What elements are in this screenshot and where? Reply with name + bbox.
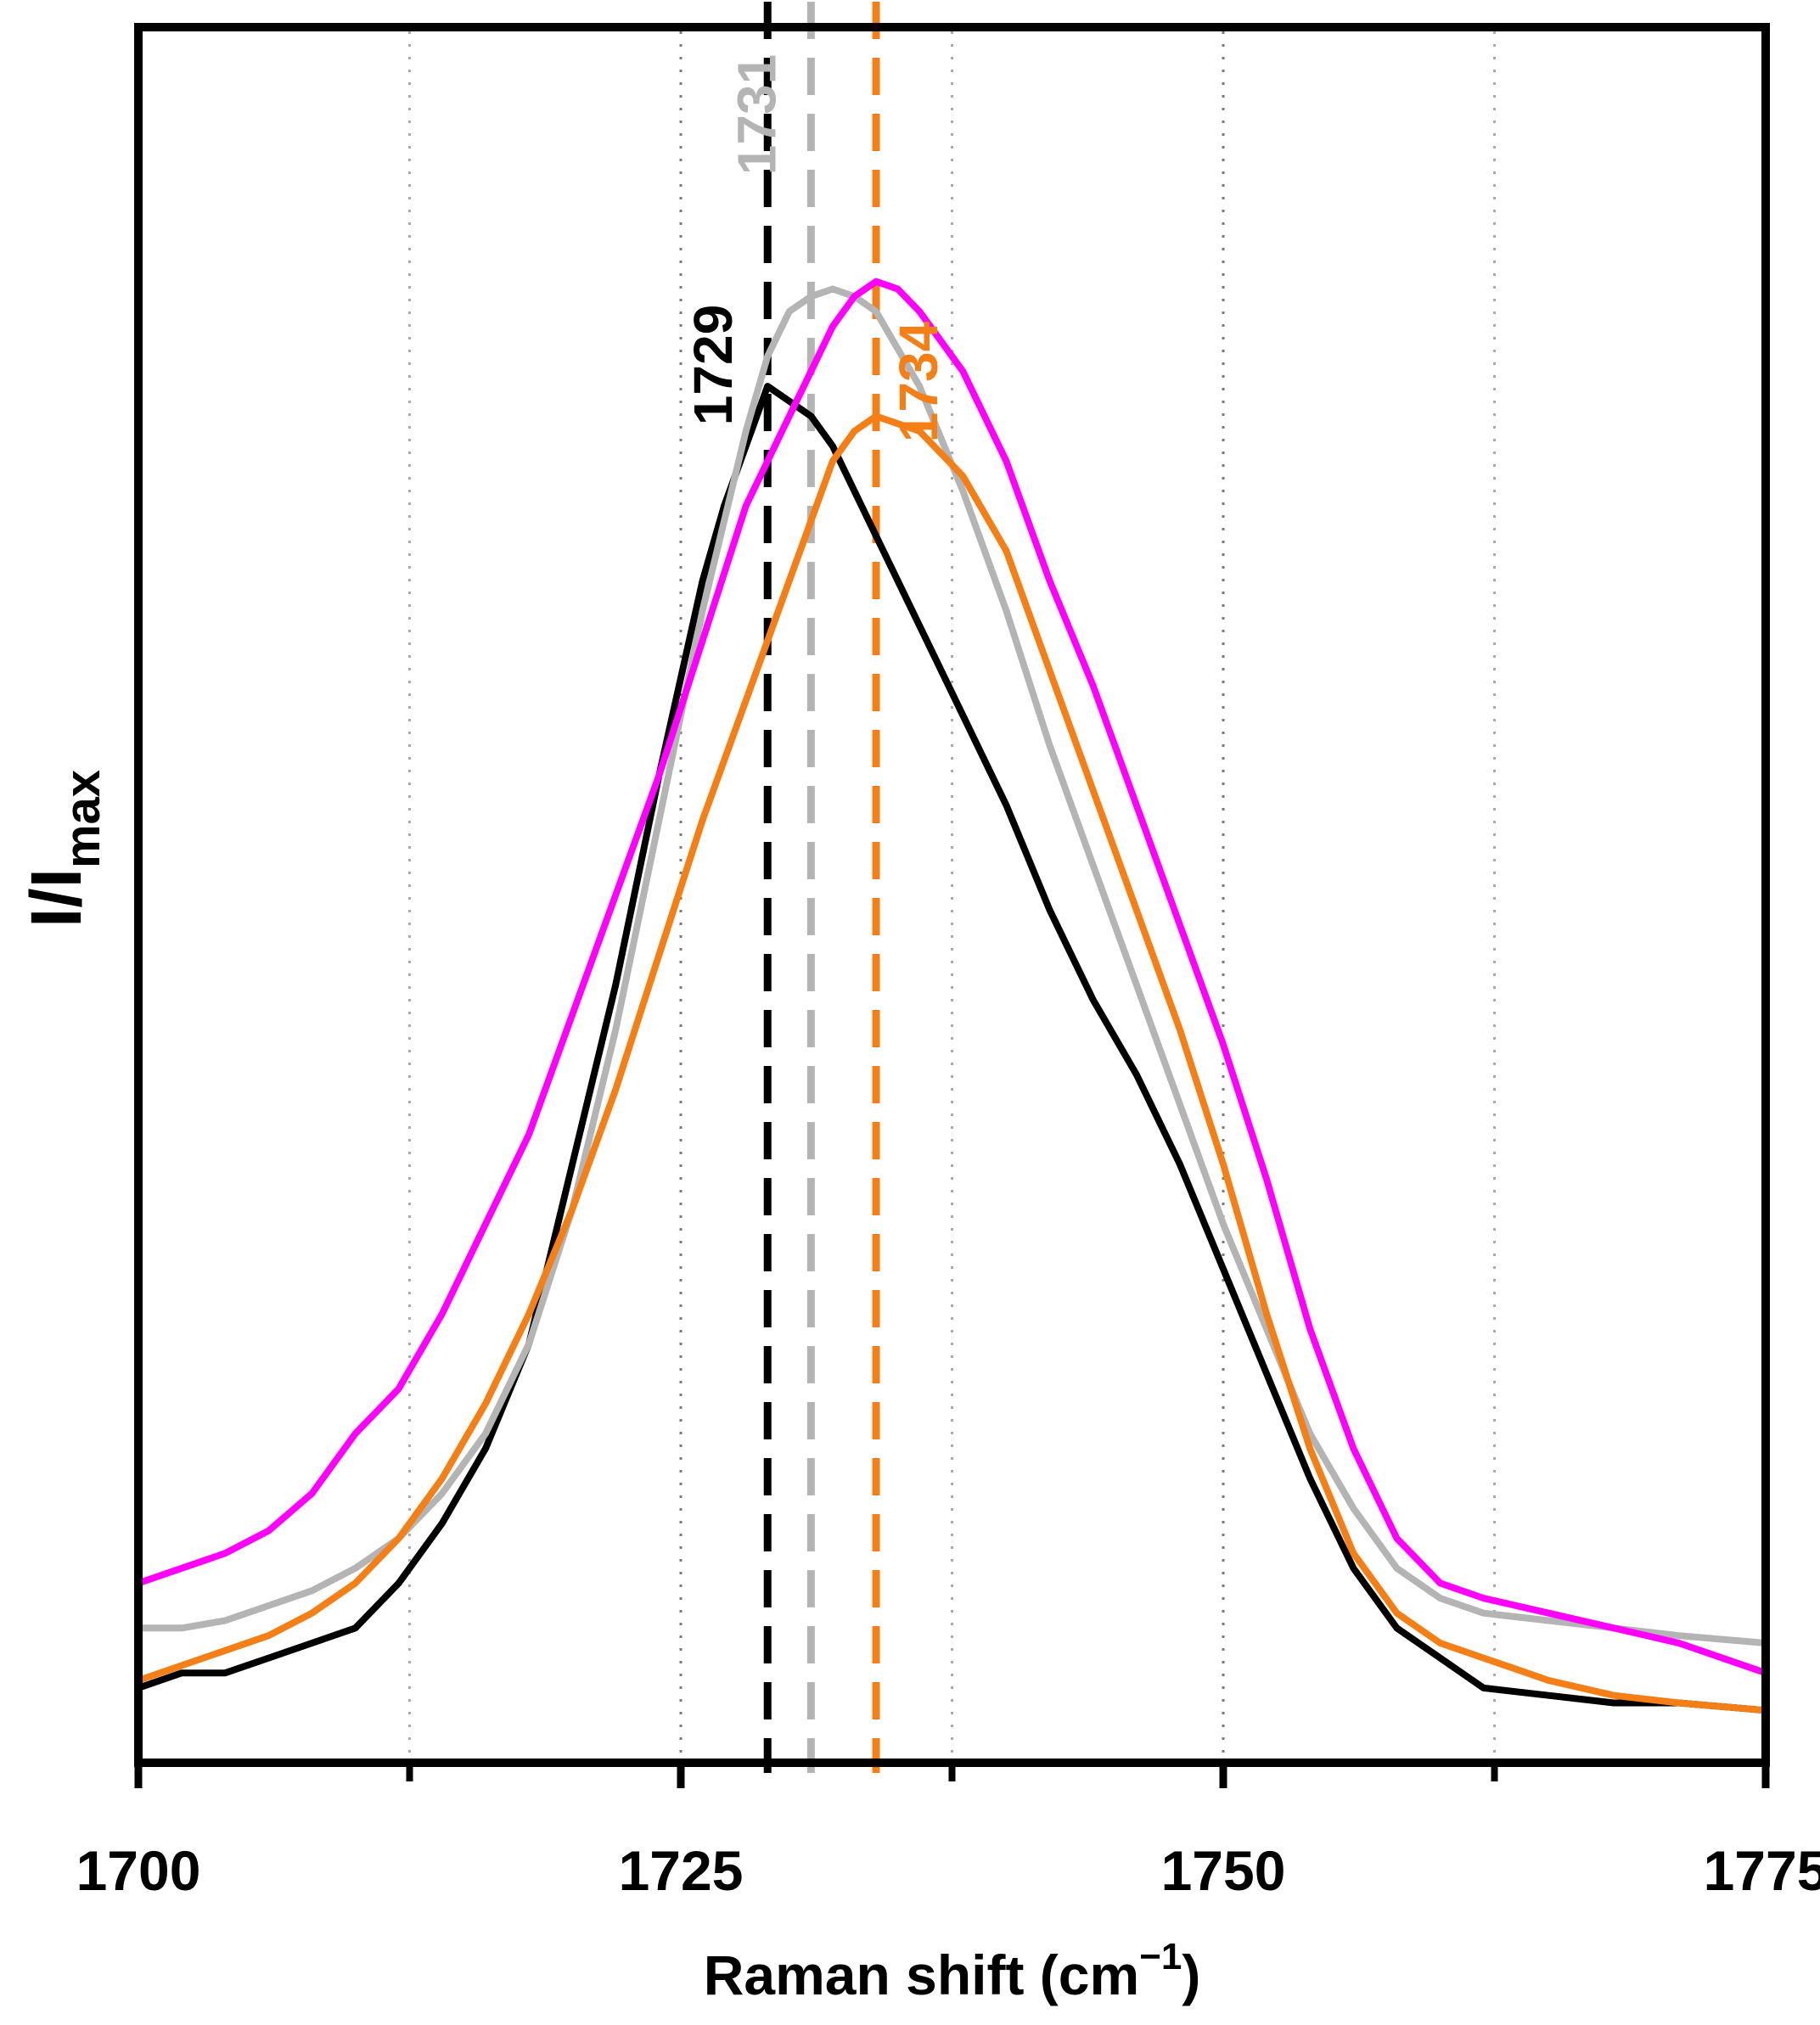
y-axis-title-subscript: max — [55, 770, 110, 868]
gridlines — [408, 31, 1496, 1759]
x-tick-label-1700: 1700 — [76, 1839, 201, 1902]
y-axis-title-main: I/I — [16, 868, 96, 928]
x-axis-title-close: ) — [1182, 1944, 1200, 2006]
x-axis-title-main: Raman shift (cm — [704, 1944, 1139, 2006]
x-tick-label-1775: 1775 — [1704, 1839, 1820, 1902]
series-lines — [135, 278, 1769, 1714]
peak-label-1731: 1731 — [726, 54, 787, 175]
axis-labels: 1700 1725 1750 1775 Raman shift (cm−1) I/Imax… — [16, 54, 1820, 2006]
x-axis-title-superscript: −1 — [1139, 1936, 1182, 1977]
y-axis-title: I/Imax — [16, 770, 110, 928]
x-tick-label-1750: 1750 — [1161, 1839, 1286, 1902]
peak-label-1729: 1729 — [682, 305, 744, 425]
axis-ticks — [134, 1763, 1770, 1788]
series-line-orange — [135, 412, 1769, 1714]
series-line-black — [135, 383, 1769, 1714]
x-tick-label-1725: 1725 — [619, 1839, 744, 1902]
peak-label-1734: 1734 — [888, 321, 949, 442]
series-line-magenta — [135, 278, 1769, 1677]
x-axis-title: Raman shift (cm−1) — [704, 1936, 1201, 2006]
